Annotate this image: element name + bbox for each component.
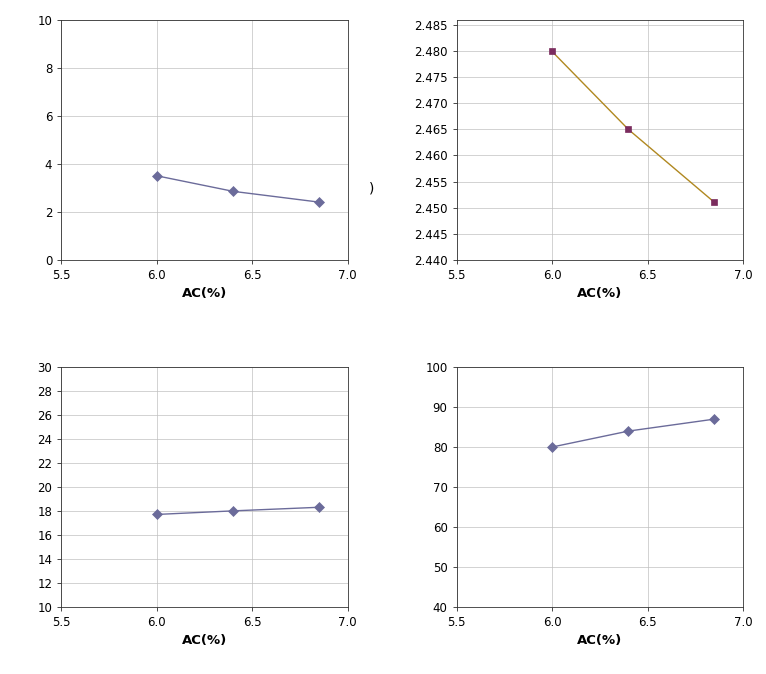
Text: ): ) [368,182,375,195]
X-axis label: AC(%): AC(%) [577,287,623,300]
X-axis label: AC(%): AC(%) [182,287,228,300]
X-axis label: AC(%): AC(%) [577,634,623,647]
X-axis label: AC(%): AC(%) [182,634,228,647]
